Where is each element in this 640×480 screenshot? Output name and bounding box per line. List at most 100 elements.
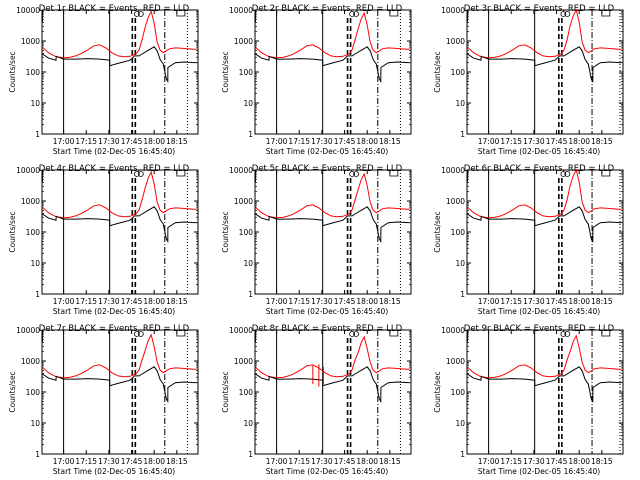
- panel-title: Det 8r BLACK = Events, RED = LLD: [252, 324, 403, 334]
- y-tick-label: 10000: [16, 326, 40, 335]
- x-tick-label: 18:00: [356, 457, 378, 466]
- y-tick-label: 100: [26, 228, 41, 237]
- panel-6: Det 6r BLACK = Events, RED = LLD 1 10 100 10…: [433, 164, 624, 316]
- x-tick-label: 17:15: [75, 137, 97, 146]
- panel-title: Det 7r BLACK = Events, RED = LLD: [39, 324, 190, 334]
- x-tick-label: 17:00: [53, 457, 75, 466]
- x-tick-label: 18:00: [143, 297, 165, 306]
- marker-circle: [137, 11, 144, 17]
- marker-bracket: [176, 171, 186, 177]
- series-black-events: [255, 366, 410, 404]
- y-tick-label: 10: [30, 419, 40, 428]
- x-tick-label: 17:15: [500, 457, 522, 466]
- marker-circle: [353, 11, 360, 17]
- series-red-lld: [467, 334, 622, 379]
- marker-circle: [564, 331, 571, 337]
- x-tick-label: 17:45: [121, 137, 143, 146]
- panel-5: Det 5r BLACK = Events, RED = LLD 1 10 100 10…: [221, 164, 412, 316]
- x-tick-label: 18:15: [591, 457, 613, 466]
- series-red-lld: [467, 8, 622, 59]
- marker-bracket: [601, 331, 611, 337]
- x-tick-label: 17:00: [478, 137, 500, 146]
- y-tick-label: 10000: [16, 6, 40, 15]
- x-tick-label: 18:15: [166, 457, 188, 466]
- x-tick-label: 17:00: [266, 297, 288, 306]
- x-tick-label: 17:45: [334, 297, 356, 306]
- series-black-events: [42, 206, 197, 244]
- x-tick-label: 17:45: [121, 457, 143, 466]
- y-tick-label: 1000: [21, 37, 40, 46]
- y-tick-label: 1: [248, 450, 253, 459]
- x-tick-label: 17:45: [546, 297, 568, 306]
- y-tick-label: 1: [35, 130, 40, 139]
- plot-frame: [466, 169, 624, 295]
- marker-bracket: [176, 11, 186, 17]
- marker-bracket: [389, 331, 399, 337]
- x-tick-label: 17:45: [334, 457, 356, 466]
- y-tick-label: 10000: [441, 166, 465, 175]
- series-black-events: [42, 366, 197, 404]
- x-tick-label: 18:15: [166, 297, 188, 306]
- x-tick-label: 18:00: [356, 137, 378, 146]
- series-red-lld: [467, 168, 622, 219]
- marker-circle: [564, 11, 571, 17]
- series-black-events: [42, 46, 197, 84]
- x-tick-label: 17:15: [500, 137, 522, 146]
- x-tick-label: 18:15: [591, 137, 613, 146]
- x-tick-label: 17:45: [334, 137, 356, 146]
- x-tick-label: 17:30: [523, 297, 545, 306]
- marker-bracket: [601, 11, 611, 17]
- x-axis-label: Start Time (02-Dec-05 16:45:40): [478, 147, 600, 156]
- marker-bracket: [389, 11, 399, 17]
- x-tick-label: 17:30: [311, 457, 333, 466]
- panel-2: Det 2r BLACK = Events, RED = LLD 1 10 100 10…: [221, 4, 412, 156]
- y-axis-label: Counts/sec: [221, 211, 230, 252]
- x-tick-label: 18:00: [356, 297, 378, 306]
- x-tick-label: 17:45: [546, 137, 568, 146]
- x-axis-label: Start Time (02-Dec-05 16:45:40): [266, 307, 388, 316]
- y-axis-label: Counts/sec: [433, 51, 442, 92]
- y-tick-label: 10000: [16, 166, 40, 175]
- x-axis-label: Start Time (02-Dec-05 16:45:40): [53, 467, 175, 476]
- panel-4: Det 4r BLACK = Events, RED = LLD 1 10 100 10…: [8, 164, 199, 316]
- series-red-lld: [42, 333, 197, 379]
- y-tick-label: 10000: [229, 166, 253, 175]
- y-tick-label: 10: [455, 259, 465, 268]
- y-axis-label: Counts/sec: [8, 211, 17, 252]
- y-tick-label: 10: [30, 259, 40, 268]
- marker-circle: [353, 171, 360, 177]
- panel-title: Det 1r BLACK = Events, RED = LLD: [39, 4, 190, 14]
- x-tick-label: 17:30: [523, 457, 545, 466]
- y-tick-label: 100: [239, 68, 254, 77]
- x-tick-label: 18:00: [568, 457, 590, 466]
- plot-frame: [466, 9, 624, 135]
- x-tick-label: 17:00: [53, 297, 75, 306]
- x-tick-label: 17:30: [98, 137, 120, 146]
- x-tick-label: 18:00: [143, 137, 165, 146]
- y-tick-label: 100: [26, 68, 41, 77]
- plot-frame: [41, 9, 199, 135]
- y-tick-label: 100: [239, 388, 254, 397]
- y-tick-label: 1: [248, 130, 253, 139]
- marker-circle: [560, 11, 567, 17]
- x-tick-label: 17:15: [75, 297, 97, 306]
- panel-8: Det 8r BLACK = Events, RED = LLD 1 10 100 10…: [221, 324, 412, 476]
- x-tick-label: 18:00: [143, 457, 165, 466]
- x-tick-label: 17:30: [98, 457, 120, 466]
- x-tick-label: 18:15: [379, 297, 401, 306]
- y-tick-label: 1000: [446, 357, 465, 366]
- x-tick-label: 17:45: [546, 457, 568, 466]
- y-tick-label: 1000: [446, 197, 465, 206]
- panel-title: Det 4r BLACK = Events, RED = LLD: [39, 164, 190, 174]
- x-tick-label: 17:15: [288, 297, 310, 306]
- y-tick-label: 1: [460, 290, 465, 299]
- y-tick-label: 1000: [446, 37, 465, 46]
- series-red-lld: [255, 172, 410, 219]
- x-tick-label: 18:00: [568, 137, 590, 146]
- panel-1: Det 1r BLACK = Events, RED = LLD 1 10 100 10…: [8, 4, 199, 156]
- panel-7: Det 7r BLACK = Events, RED = LLD 1 10 100 10…: [8, 324, 199, 476]
- marker-bracket: [389, 171, 399, 177]
- y-tick-label: 100: [451, 68, 466, 77]
- plot-frame: [41, 329, 199, 455]
- x-axis-label: Start Time (02-Dec-05 16:45:40): [266, 147, 388, 156]
